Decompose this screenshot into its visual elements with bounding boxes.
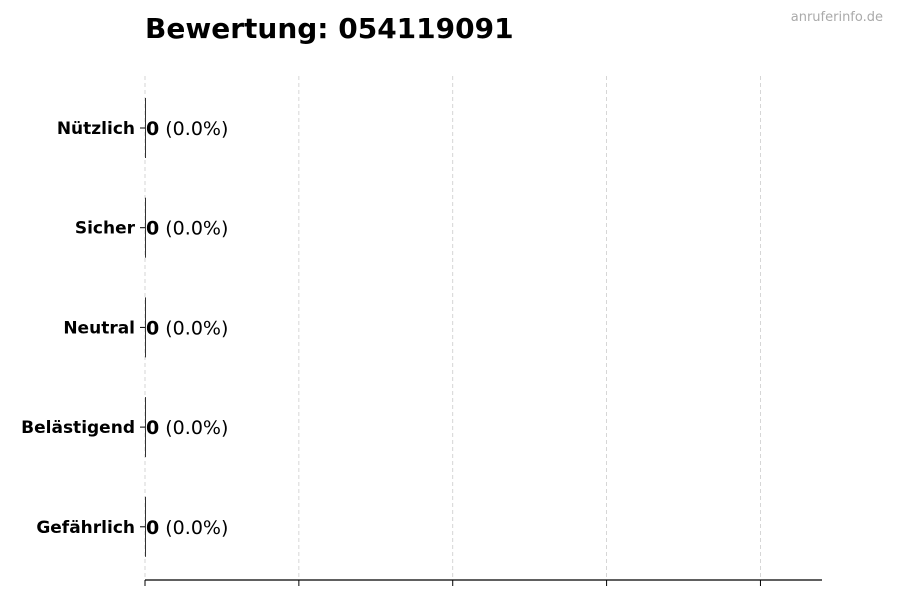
bar (145, 297, 146, 358)
count-value: 0 (146, 118, 159, 140)
bar (145, 197, 146, 258)
value-label: 0 (0.0%) (146, 517, 228, 539)
percent-value: (0.0%) (159, 417, 228, 439)
category-label: Neutral (63, 318, 135, 338)
value-label: 0 (0.0%) (146, 317, 228, 339)
value-label: 0 (0.0%) (146, 417, 228, 439)
count-value: 0 (146, 417, 159, 439)
watermark: anruferinfo.de (790, 10, 883, 25)
value-label: 0 (0.0%) (146, 218, 228, 240)
bar (145, 496, 146, 557)
percent-value: (0.0%) (159, 118, 228, 140)
category-label: Sicher (75, 219, 136, 239)
count-value: 0 (146, 218, 159, 240)
count-value: 0 (146, 317, 159, 339)
category-label: Belästigend (21, 418, 135, 438)
chart-title: Bewertung: 054119091 (145, 12, 514, 45)
category-label: Nützlich (57, 119, 135, 139)
percent-value: (0.0%) (159, 317, 228, 339)
percent-value: (0.0%) (159, 218, 228, 240)
percent-value: (0.0%) (159, 517, 228, 539)
bar (145, 98, 146, 158)
value-label: 0 (0.0%) (146, 118, 228, 140)
bar (145, 397, 146, 458)
category-label: Gefährlich (36, 518, 135, 538)
count-value: 0 (146, 517, 159, 539)
